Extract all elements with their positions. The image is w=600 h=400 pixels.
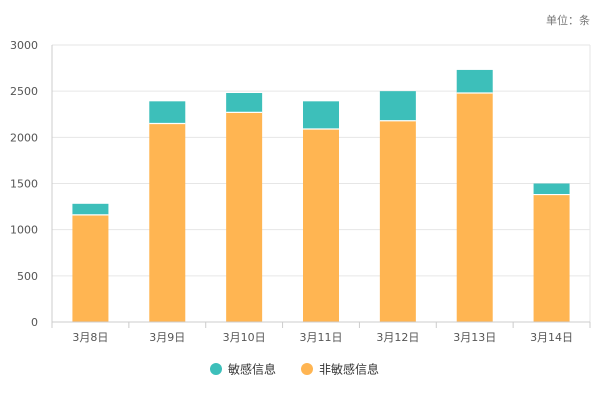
bar-segment [303,101,339,130]
bar-segment [226,93,263,113]
y-tick-label: 1500 [10,178,38,191]
bar-segment [456,69,493,94]
legend: 敏感信息 非敏感信息 [210,362,379,377]
legend-swatch [210,363,222,375]
bar-segment [303,129,339,322]
unit-label: 单位：条 [546,13,590,27]
x-tick-label: 3月11日 [300,331,343,344]
bar-segment [72,203,109,215]
x-tick-label: 3月10日 [223,331,266,344]
bar-segment [379,120,416,322]
y-tick-label: 2500 [10,85,38,98]
x-tick-label: 3月14日 [530,331,573,344]
bar-segment [72,214,109,322]
x-tick-label: 3月12日 [376,331,419,344]
axes: 0 500 1000 1500 2000 2500 3000 3月8日 3月9日 3月10日 3月1… [10,39,591,344]
bar-segment [226,112,263,322]
bar-segment [533,194,570,322]
x-tick-label: 3月13日 [453,331,496,344]
bar-segment [456,93,493,322]
y-tick-label: 1000 [10,224,38,237]
bar-segment [149,101,186,124]
legend-label: 非敏感信息 [319,362,379,377]
bar-segment [379,91,416,121]
y-tick-label: 3000 [10,39,38,52]
x-tick-label: 3月8日 [72,331,108,344]
x-tick-label: 3月9日 [149,331,185,344]
y-tick-label: 0 [31,316,38,329]
y-tick-label: 2000 [10,131,38,144]
legend-label: 敏感信息 [228,362,276,377]
bar-segment [533,183,570,195]
bar-segment [149,123,186,322]
legend-swatch [301,363,313,375]
y-tick-label: 500 [17,270,38,283]
bars [72,69,570,322]
